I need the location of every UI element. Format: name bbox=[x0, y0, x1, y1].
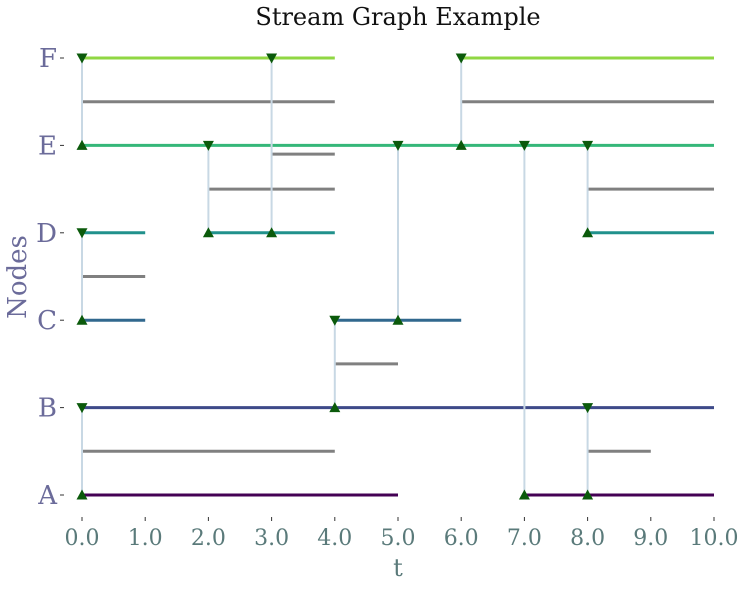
event-marker-down-1 bbox=[76, 228, 88, 239]
event-marker-up-10 bbox=[582, 227, 594, 238]
x-axis-label: t bbox=[393, 554, 403, 582]
x-axis: 0.0 1.0 2.0 3.0 4.0 5.0 6.0 7.0 8.0 9.0 10.0 bbox=[65, 517, 739, 551]
event-marker-down-0 bbox=[76, 403, 88, 414]
chart-title: Stream Graph Example bbox=[255, 3, 540, 31]
event-marker-down-9 bbox=[582, 403, 594, 414]
event-marker-down-8 bbox=[518, 140, 530, 151]
event-marker-down-10 bbox=[582, 140, 594, 151]
y-axis-label: Nodes bbox=[3, 235, 33, 319]
y-tick-label-F: F bbox=[39, 44, 57, 74]
x-tick-label-6.0: 6.0 bbox=[444, 526, 479, 551]
event-marker-up-4 bbox=[266, 227, 278, 238]
x-tick-label-1.0: 1.0 bbox=[128, 526, 163, 551]
x-tick-label-8.0: 8.0 bbox=[570, 526, 605, 551]
event-marker-down-4 bbox=[266, 53, 278, 64]
y-tick-label-A: A bbox=[37, 481, 58, 511]
x-tick-label-2.0: 2.0 bbox=[191, 526, 226, 551]
event-marker-down-2 bbox=[76, 53, 88, 64]
y-tick-label-C: C bbox=[37, 306, 57, 336]
event-marker-up-3 bbox=[202, 227, 214, 238]
event-marker-down-7 bbox=[455, 53, 467, 64]
event-marker-up-1 bbox=[76, 314, 88, 325]
event-marker-down-5 bbox=[329, 315, 341, 326]
event-marker-up-0 bbox=[76, 489, 88, 500]
x-tick-label-4.0: 4.0 bbox=[317, 526, 352, 551]
event-marker-down-3 bbox=[202, 140, 214, 151]
x-tick-label-0.0: 0.0 bbox=[65, 526, 100, 551]
y-tick-label-E: E bbox=[38, 131, 57, 161]
x-tick-label-7.0: 7.0 bbox=[507, 526, 542, 551]
event-marker-up-6 bbox=[392, 314, 404, 325]
event-marker-up-8 bbox=[518, 489, 530, 500]
event-markers-layer bbox=[76, 53, 594, 500]
x-tick-label-9.0: 9.0 bbox=[633, 526, 668, 551]
event-marker-up-9 bbox=[582, 489, 594, 500]
event-marker-up-7 bbox=[455, 139, 467, 150]
y-tick-label-D: D bbox=[36, 219, 57, 249]
event-marker-up-2 bbox=[76, 139, 88, 150]
x-tick-label-10.0: 10.0 bbox=[690, 526, 739, 551]
x-tick-label-5.0: 5.0 bbox=[381, 526, 416, 551]
y-axis: A B C D E F bbox=[36, 44, 64, 511]
event-marker-down-6 bbox=[392, 140, 404, 151]
y-tick-label-B: B bbox=[38, 394, 57, 424]
links-layer bbox=[82, 100, 714, 453]
x-tick-label-3.0: 3.0 bbox=[254, 526, 289, 551]
link-events-layer bbox=[81, 58, 589, 495]
event-marker-up-5 bbox=[329, 402, 341, 413]
